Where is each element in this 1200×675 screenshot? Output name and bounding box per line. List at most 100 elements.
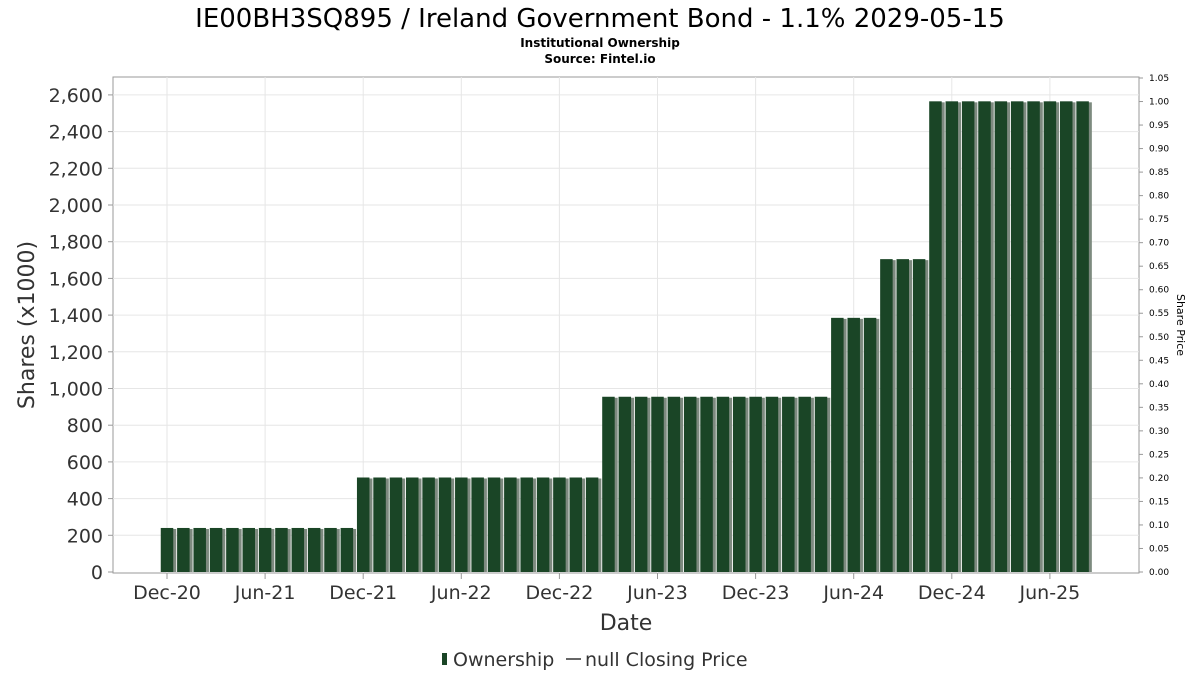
ownership-bar [765, 396, 779, 572]
x-tick-label: Jun-22 [430, 582, 492, 604]
ownership-bar [226, 527, 239, 572]
ownership-bar [1076, 101, 1089, 572]
ownership-bar [863, 317, 877, 572]
y2-tick-label: 1.00 [1149, 98, 1169, 108]
y-tick-label: 600 [67, 452, 103, 474]
x-tick-label: Dec-21 [329, 582, 397, 604]
ownership-bar [520, 477, 533, 572]
ownership-bar [1010, 101, 1024, 572]
ownership-bar [487, 477, 501, 572]
ownership-bar [242, 527, 255, 572]
y2-tick-label: 0.30 [1149, 427, 1169, 437]
chart-source: Source: Fintel.io [544, 52, 655, 66]
y-axis-title: Shares (x1000) [15, 241, 40, 409]
x-tick-label: Jun-24 [822, 582, 884, 604]
ownership-bar [373, 477, 386, 572]
bars [160, 101, 1092, 572]
y2-tick-label: 0.05 [1149, 544, 1169, 554]
ownership-bar [438, 477, 452, 572]
y2-tick-label: 0.75 [1149, 215, 1169, 225]
ownership-bar [307, 527, 321, 572]
ownership-bar [683, 396, 697, 572]
x-tick-label: Jun-21 [234, 582, 296, 604]
ownership-bar [945, 101, 959, 572]
ownership-bar [651, 396, 664, 572]
x-tick-label: Jun-25 [1019, 582, 1081, 604]
ownership-bar [667, 396, 681, 572]
y2-tick-label: 0.15 [1149, 497, 1169, 507]
y2-tick-label: 0.80 [1149, 192, 1169, 202]
y2-axis-title: Share Price [1174, 294, 1187, 356]
ownership-bar [733, 396, 746, 572]
y-tick-label: 2,200 [49, 158, 103, 180]
x-axis: Dec-20 Jun-21 Dec-21 Jun-22 Dec-22 Jun-23 Dec-… [133, 573, 1080, 604]
chart-title: IE00BH3SQ895 / Ireland Government Bond -… [195, 4, 1005, 34]
ownership-bar [340, 527, 354, 572]
x-tick-label: Dec-20 [133, 582, 201, 604]
ownership-bar [602, 396, 615, 572]
y-tick-label: 2,400 [49, 122, 103, 144]
ownership-bar [1027, 101, 1040, 572]
y-tick-label: 1,800 [49, 232, 103, 254]
legend-ownership-swatch [442, 653, 447, 665]
ownership-bar [177, 527, 190, 572]
y-tick-label: 1,400 [49, 305, 103, 327]
legend-ownership-label: Ownership [453, 649, 554, 671]
chart-subtitle: Institutional Ownership [520, 36, 680, 50]
ownership-bar [569, 477, 582, 572]
ownership-bar [912, 259, 926, 572]
ownership-bar [618, 396, 632, 572]
x-tick-label: Dec-24 [918, 582, 986, 604]
y2-tick-label: 0.60 [1149, 286, 1169, 296]
ownership-bar [471, 477, 484, 572]
y-tick-label: 1,600 [49, 268, 103, 290]
y-tick-label: 0 [91, 562, 103, 584]
ownership-bar [994, 101, 1008, 572]
y-tick-label: 1,000 [49, 379, 103, 401]
y-tick-label: 1,200 [49, 342, 103, 364]
ownership-bar [193, 527, 206, 572]
ownership-bar [209, 527, 223, 572]
y2-tick-label: 0.95 [1149, 121, 1169, 131]
y2-tick-label: 0.50 [1149, 333, 1169, 343]
ownership-bar [847, 317, 860, 572]
x-tick-label: Dec-22 [525, 582, 593, 604]
ownership-bar [504, 477, 517, 572]
ownership-bar [324, 527, 337, 572]
y2-tick-label: 0.35 [1149, 403, 1169, 413]
ownership-bar [929, 101, 942, 572]
y2-tick-label: 0.45 [1149, 356, 1169, 366]
y2-tick-label: 0.10 [1149, 521, 1169, 531]
y2-tick-label: 0.25 [1149, 450, 1169, 460]
y2-tick-label: 0.90 [1149, 145, 1169, 155]
y2-tick-label: 0.85 [1149, 168, 1169, 178]
ownership-bar [585, 477, 599, 572]
ownership-bar [831, 317, 844, 572]
ownership-bar [1060, 101, 1073, 572]
ownership-bar [880, 259, 893, 572]
ownership-bar [1043, 101, 1057, 572]
ownership-bar [961, 101, 975, 572]
ownership-bar [814, 396, 828, 572]
y2-tick-label: 0.00 [1149, 568, 1169, 578]
ownership-bar [634, 396, 648, 572]
y-tick-label: 400 [67, 489, 103, 511]
y-tick-label: 2,000 [49, 195, 103, 217]
y2-tick-label: 1.05 [1149, 74, 1169, 84]
y2-tick-label: 0.70 [1149, 239, 1169, 249]
y-tick-label: 800 [67, 415, 103, 437]
x-tick-label: Dec-23 [722, 582, 790, 604]
ownership-bar [978, 101, 991, 572]
ownership-bar [422, 477, 435, 572]
ownership-bar [406, 477, 419, 572]
ownership-bar [553, 477, 566, 572]
y2-tick-label: 0.55 [1149, 309, 1169, 319]
ownership-bar [896, 259, 909, 572]
y-axis: 0 200 400 600 800 1,000 1,200 1,400 1,600 1,800 2,… [49, 85, 113, 584]
ownership-bar [160, 527, 174, 572]
ownership-bar [700, 396, 713, 572]
ownership-bar [749, 396, 762, 572]
ownership-bar [455, 477, 468, 572]
y2-tick-label: 0.40 [1149, 380, 1169, 390]
